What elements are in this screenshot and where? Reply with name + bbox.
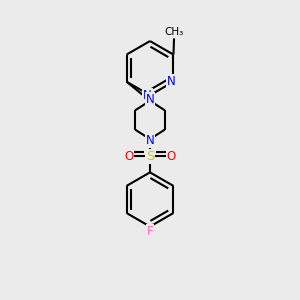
Text: O: O <box>167 150 176 163</box>
Text: F: F <box>147 225 153 239</box>
Text: N: N <box>146 93 154 106</box>
Text: N: N <box>143 89 152 102</box>
Text: S: S <box>146 150 154 163</box>
Text: N: N <box>167 75 176 88</box>
Text: O: O <box>124 150 134 163</box>
Text: N: N <box>146 134 154 147</box>
Text: CH₃: CH₃ <box>164 27 184 37</box>
